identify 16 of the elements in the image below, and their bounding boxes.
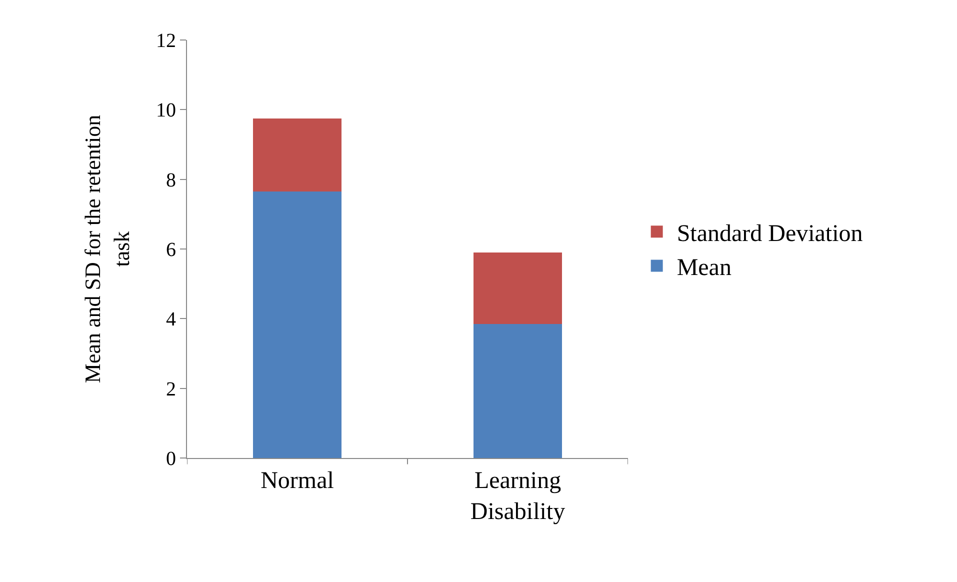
x-tick-label: Normal [260, 468, 334, 494]
y-tick-label: 0 [166, 448, 176, 470]
bar [253, 192, 342, 458]
y-tick-label: 2 [166, 378, 176, 400]
y-tick-label: 6 [166, 239, 176, 261]
y-tick-label: 4 [166, 308, 176, 331]
y-tick-label: 8 [166, 169, 176, 192]
bar [474, 252, 562, 324]
y-tick-label: 12 [156, 30, 176, 52]
legend-label: Mean [676, 255, 732, 282]
y-axis-title: Mean and SD for the retention task [80, 114, 134, 384]
legend-label: Standard Deviation [676, 220, 863, 247]
bar [253, 118, 342, 192]
x-tick-label: Learning Disability [470, 468, 566, 525]
y-tick-label: 10 [156, 100, 176, 122]
bar [474, 324, 562, 458]
